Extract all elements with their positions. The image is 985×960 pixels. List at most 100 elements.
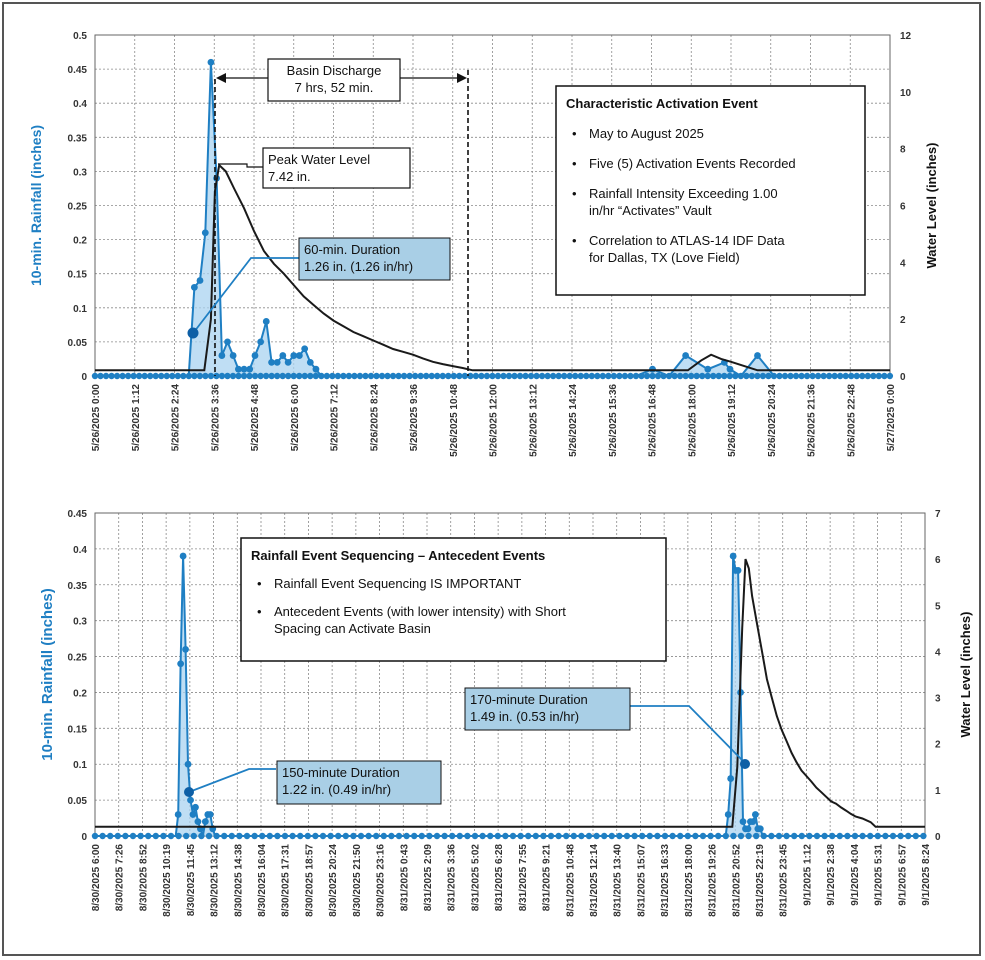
x-tick-label: 8/31/2025 23:45 bbox=[779, 844, 790, 917]
x-tick-label: 9/1/2025 5:31 bbox=[874, 844, 885, 906]
discharge-arrowhead-left bbox=[216, 73, 226, 83]
rainfall-point bbox=[754, 352, 761, 359]
rainfall-point bbox=[201, 818, 209, 826]
bullet-marker: • bbox=[572, 233, 577, 248]
rainfall-baseline-marker bbox=[726, 372, 733, 380]
rainfall-baseline-marker bbox=[191, 372, 198, 380]
rainfall-point bbox=[739, 818, 747, 826]
x-tick-label: 8/31/2025 16:33 bbox=[660, 844, 671, 917]
rainfall-point bbox=[194, 818, 202, 826]
rainfall-baseline-marker bbox=[859, 372, 866, 380]
x-tick-label: 8/31/2025 7:55 bbox=[518, 844, 529, 912]
rainfall-point bbox=[268, 358, 275, 366]
y-tick-label: 0.35 bbox=[68, 133, 88, 144]
rainfall-baseline-marker bbox=[715, 372, 722, 380]
rainfall-point bbox=[724, 811, 732, 818]
x-tick-label: 5/26/2025 14:24 bbox=[568, 384, 579, 457]
x-tick-label: 9/1/2025 8:24 bbox=[921, 844, 932, 906]
rainfall-baseline-marker bbox=[205, 832, 213, 840]
rainfall-point bbox=[189, 811, 197, 818]
rainfall-baseline-marker bbox=[745, 832, 752, 840]
rainfall-point bbox=[727, 775, 735, 782]
rainfall-point bbox=[201, 229, 209, 237]
x-tick-label: 5/26/2025 9:36 bbox=[409, 384, 420, 452]
y2-axis-title: Water Level (inches) bbox=[924, 143, 939, 269]
x-tick-label: 8/31/2025 22:19 bbox=[755, 844, 766, 917]
y2-tick-label: 10 bbox=[900, 88, 912, 99]
x-tick-label: 8/30/2025 7:26 bbox=[115, 844, 126, 912]
water-level-line bbox=[95, 558, 925, 828]
rainfall-baseline-marker bbox=[175, 832, 182, 840]
rainfall-baseline-marker bbox=[837, 372, 844, 380]
callout-leader bbox=[629, 705, 745, 763]
rainfall-baseline-marker bbox=[251, 372, 259, 380]
rainfall-point bbox=[649, 365, 656, 373]
callout-text: Basin Discharge bbox=[287, 63, 382, 78]
rainfall-point bbox=[182, 645, 189, 653]
callout-box bbox=[276, 760, 442, 805]
y-tick-label: 0.45 bbox=[68, 65, 88, 76]
callout-text: 7.42 in. bbox=[268, 169, 311, 184]
rainfall-baseline-marker bbox=[235, 372, 242, 380]
y2-tick-label: 12 bbox=[900, 31, 912, 42]
rainfall-baseline-marker bbox=[218, 372, 226, 380]
x-tick-label: 5/26/2025 12:00 bbox=[489, 384, 500, 457]
rainfall-point bbox=[729, 552, 737, 560]
rainfall-baseline-marker bbox=[676, 372, 684, 380]
bullet-marker: • bbox=[572, 186, 577, 201]
rainfall-point bbox=[174, 811, 182, 818]
rainfall-baseline-marker bbox=[693, 372, 700, 380]
bullet-marker: • bbox=[572, 156, 577, 171]
y-tick-label: 0.15 bbox=[68, 724, 88, 735]
y-tick-label: 0.1 bbox=[73, 304, 87, 315]
rainfall-baseline-marker bbox=[704, 372, 711, 380]
x-tick-label: 9/1/2025 2:38 bbox=[826, 844, 837, 906]
rainfall-point bbox=[262, 318, 270, 325]
rainfall-baseline-marker bbox=[853, 372, 860, 380]
rainfall-baseline-marker bbox=[870, 372, 877, 380]
rainfall-baseline-marker bbox=[649, 372, 656, 380]
y2-tick-label: 2 bbox=[935, 740, 941, 751]
y-tick-label: 0.45 bbox=[68, 509, 88, 520]
rainfall-baseline-marker bbox=[759, 372, 767, 380]
rainfall-baseline-marker bbox=[803, 372, 811, 380]
x-tick-label: 8/30/2025 14:38 bbox=[233, 844, 244, 917]
rainfall-baseline-marker bbox=[671, 372, 678, 380]
y2-tick-label: 4 bbox=[900, 258, 906, 269]
y-tick-label: 0.2 bbox=[73, 688, 87, 699]
rainfall-baseline-marker bbox=[262, 372, 270, 380]
x-tick-label: 5/26/2025 13:12 bbox=[528, 384, 539, 457]
info-box-bullet: Antecedent Events (with lower intensity)… bbox=[274, 604, 566, 619]
y-tick-label: 0.4 bbox=[73, 545, 87, 556]
rainfall-point bbox=[744, 825, 752, 833]
x-tick-label: 8/31/2025 15:07 bbox=[636, 844, 647, 917]
y2-tick-label: 7 bbox=[935, 509, 941, 520]
x-tick-label: 8/30/2025 6:00 bbox=[91, 844, 102, 912]
rainfall-point bbox=[218, 352, 226, 359]
x-tick-label: 5/26/2025 16:48 bbox=[648, 384, 659, 457]
x-tick-label: 5/26/2025 21:36 bbox=[807, 384, 818, 457]
rainfall-point bbox=[187, 796, 194, 804]
info-box bbox=[555, 85, 866, 296]
y-tick-label: 0.25 bbox=[68, 653, 88, 664]
y-tick-label: 0.25 bbox=[68, 202, 88, 213]
rainfall-baseline-marker bbox=[730, 832, 737, 840]
y-tick-label: 0.5 bbox=[73, 31, 87, 42]
callout-text: 7 hrs, 52 min. bbox=[295, 80, 374, 95]
bullet-marker: • bbox=[572, 126, 577, 141]
y2-tick-label: 4 bbox=[935, 647, 941, 658]
rainfall-baseline-marker bbox=[257, 372, 264, 380]
x-tick-label: 5/26/2025 20:24 bbox=[767, 384, 778, 457]
callout-marker bbox=[187, 327, 199, 339]
rainfall-baseline-marker bbox=[886, 372, 894, 380]
x-tick-label: 5/26/2025 8:24 bbox=[369, 384, 380, 452]
rainfall-point bbox=[207, 58, 215, 66]
rainfall-baseline-marker bbox=[301, 372, 308, 380]
callout-text: 1.49 in. (0.53 in/hr) bbox=[470, 709, 579, 724]
rainfall-baseline-marker bbox=[268, 372, 275, 380]
rainfall-baseline-marker bbox=[229, 372, 237, 380]
callout-leader bbox=[218, 163, 264, 168]
rainfall-point bbox=[196, 277, 204, 284]
x-tick-label: 8/31/2025 20:52 bbox=[731, 844, 742, 917]
